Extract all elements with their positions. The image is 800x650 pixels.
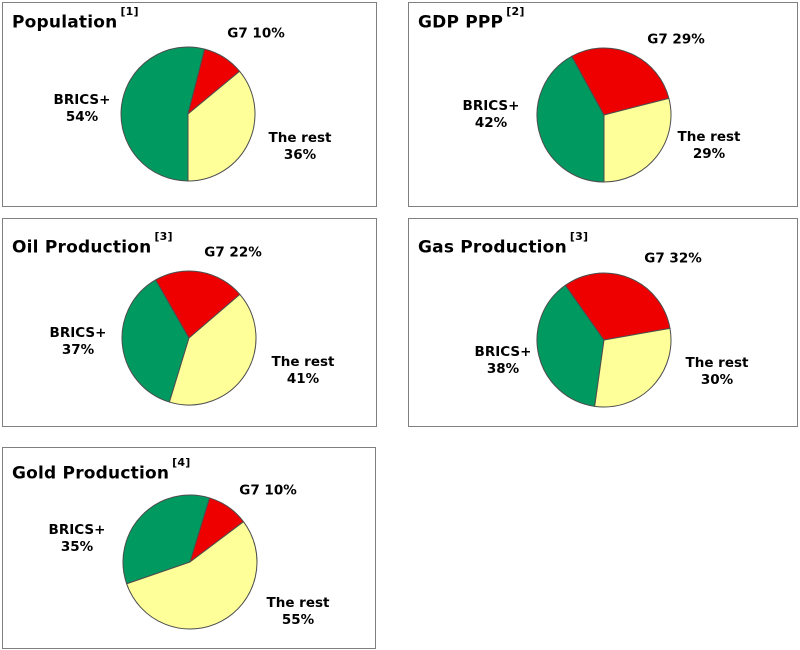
pie-slice — [121, 279, 190, 403]
footnote-ref: [4] — [172, 456, 191, 469]
pie-slice — [168, 293, 257, 406]
slice-label-rest: The rest 55% — [266, 595, 330, 628]
chart-panel-gold-production: Gold Production[4] G7 10% BRICS+ 35% The … — [2, 447, 376, 649]
pie-slice — [120, 46, 206, 182]
slice-label-brics: BRICS+ 54% — [53, 92, 111, 125]
pie-chart-gold-production — [122, 494, 258, 630]
slice-label-g7: G7 22% — [204, 244, 262, 261]
chart-panel-oil-production: Oil Production[3] G7 22% BRICS+ 37% The r… — [2, 218, 377, 427]
pie-slice — [536, 284, 605, 407]
pie-chart-gdp-ppp — [536, 47, 672, 183]
chart-title-text: Gold Production — [12, 463, 170, 484]
slice-label-brics: BRICS+ 35% — [48, 522, 106, 555]
chart-title: Gas Production[3] — [418, 230, 588, 258]
slice-label-rest: The rest 30% — [685, 355, 749, 388]
chart-panel-gas-production: Gas Production[3] G7 32% BRICS+ 38% The r… — [408, 218, 798, 427]
slice-label-rest: The rest 41% — [271, 354, 335, 387]
slice-label-g7: G7 10% — [239, 482, 297, 499]
chart-title: Gold Production[4] — [12, 456, 190, 484]
pie-slice — [564, 272, 671, 341]
slice-label-brics: BRICS+ 37% — [49, 325, 107, 358]
pie-slice — [122, 494, 211, 585]
chart-title-text: Population — [12, 12, 118, 33]
footnote-ref: [3] — [154, 230, 173, 243]
pie-slice — [155, 270, 241, 339]
slice-label-rest: The rest 36% — [268, 130, 332, 163]
chart-title-text: GDP PPP — [418, 12, 504, 33]
slice-label-brics: BRICS+ 38% — [474, 344, 532, 377]
pie-slice — [571, 47, 670, 116]
slice-label-g7: G7 32% — [644, 250, 702, 267]
footnote-ref: [1] — [120, 5, 139, 18]
footnote-ref: [2] — [506, 5, 525, 18]
footnote-ref: [3] — [569, 230, 589, 243]
pie-chart-population — [120, 46, 256, 182]
chart-panel-population: Population[1] G7 10% BRICS+ 54% The rest 3… — [2, 2, 377, 207]
chart-title: Oil Production[3] — [12, 230, 173, 258]
chart-title: Population[1] — [12, 5, 139, 33]
pie-slice — [594, 327, 672, 408]
pie-slice — [126, 521, 258, 630]
chart-title-text: Gas Production — [418, 237, 567, 258]
pie-chart-oil-production — [121, 270, 257, 406]
pie-slice — [536, 55, 605, 183]
chart-panel-gdp-ppp: GDP PPP[2] G7 29% BRICS+ 42% The rest 29% — [408, 2, 798, 207]
pie-slice — [603, 97, 672, 183]
slice-label-g7: G7 29% — [647, 31, 705, 48]
slice-label-g7: G7 10% — [227, 25, 285, 42]
pie-slice — [187, 70, 256, 182]
chart-title: GDP PPP[2] — [418, 5, 525, 33]
pie-chart-gas-production — [536, 272, 672, 408]
chart-title-text: Oil Production — [12, 237, 152, 258]
slice-label-rest: The rest 29% — [677, 129, 741, 162]
slice-label-brics: BRICS+ 42% — [462, 98, 520, 131]
